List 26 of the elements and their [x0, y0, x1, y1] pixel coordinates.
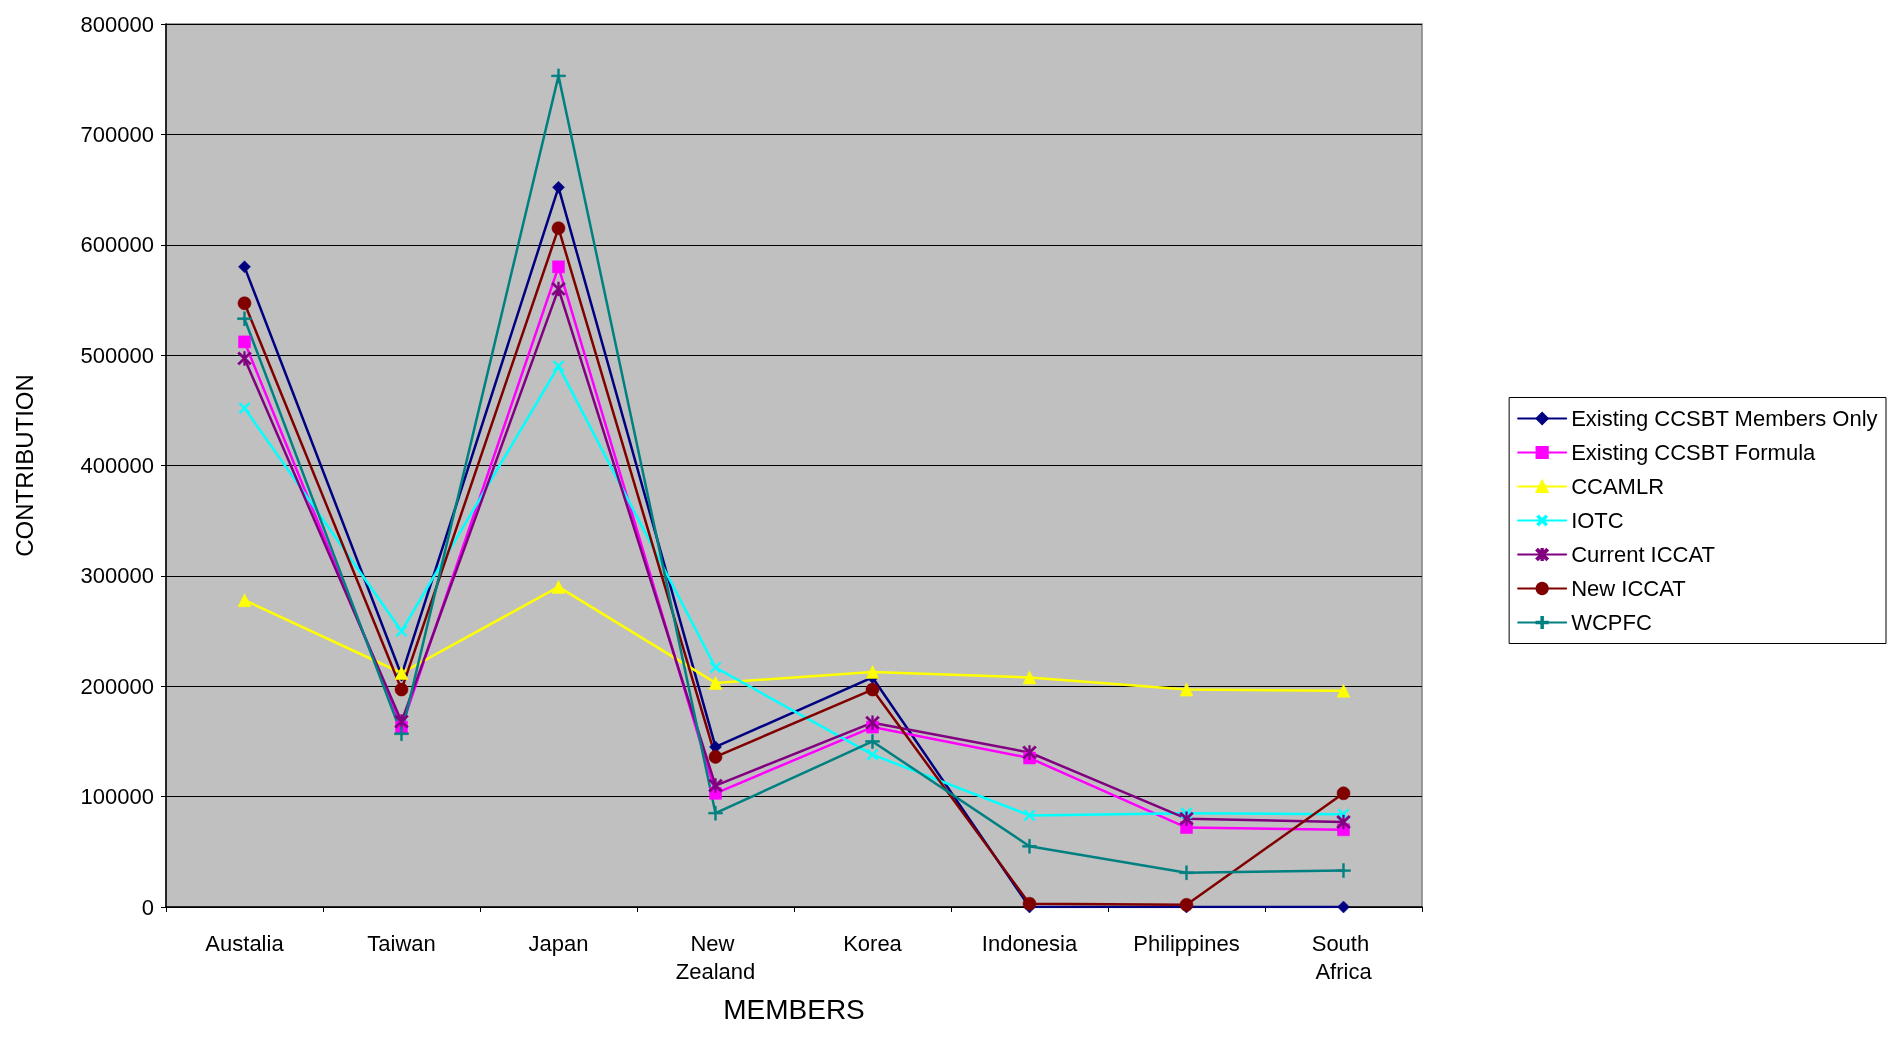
x-tick-label: Korea	[843, 930, 903, 956]
y-tick-label: 0	[141, 894, 154, 920]
legend-label: Existing CCSBT Members Only	[1571, 406, 1878, 431]
y-tick-label: 300000	[80, 563, 154, 589]
x-tick-label: Indonesia	[981, 930, 1078, 956]
y-tick-label: 500000	[80, 342, 154, 368]
x-tick-label: South Africa	[1311, 930, 1376, 984]
legend-label: WCPFC	[1571, 610, 1652, 635]
x-axis-title: MEMBERS	[723, 993, 865, 1025]
x-tick-label: Philippines	[1133, 930, 1240, 956]
y-tick-label: 100000	[80, 784, 154, 810]
x-tick-label: Taiwan	[367, 930, 436, 956]
y-axis-title: CONTRIBUTION	[10, 374, 38, 557]
y-tick-label: 800000	[80, 11, 154, 37]
legend-label: IOTC	[1571, 508, 1624, 533]
y-tick-label: 700000	[80, 121, 154, 147]
legend-label: Existing CCSBT Formula	[1571, 440, 1817, 465]
legend-label: CCAMLR	[1571, 474, 1665, 499]
legend-label: Current ICCAT	[1571, 542, 1715, 567]
legend-label: New ICCAT	[1571, 576, 1686, 601]
y-tick-label: 200000	[80, 673, 154, 699]
x-tick-label: New Zealand	[675, 930, 756, 984]
y-tick-label: 400000	[80, 453, 154, 478]
x-tick-label: Austalia	[205, 930, 285, 956]
x-tick-label: Japan	[528, 930, 589, 956]
y-tick-label: 600000	[80, 232, 154, 258]
